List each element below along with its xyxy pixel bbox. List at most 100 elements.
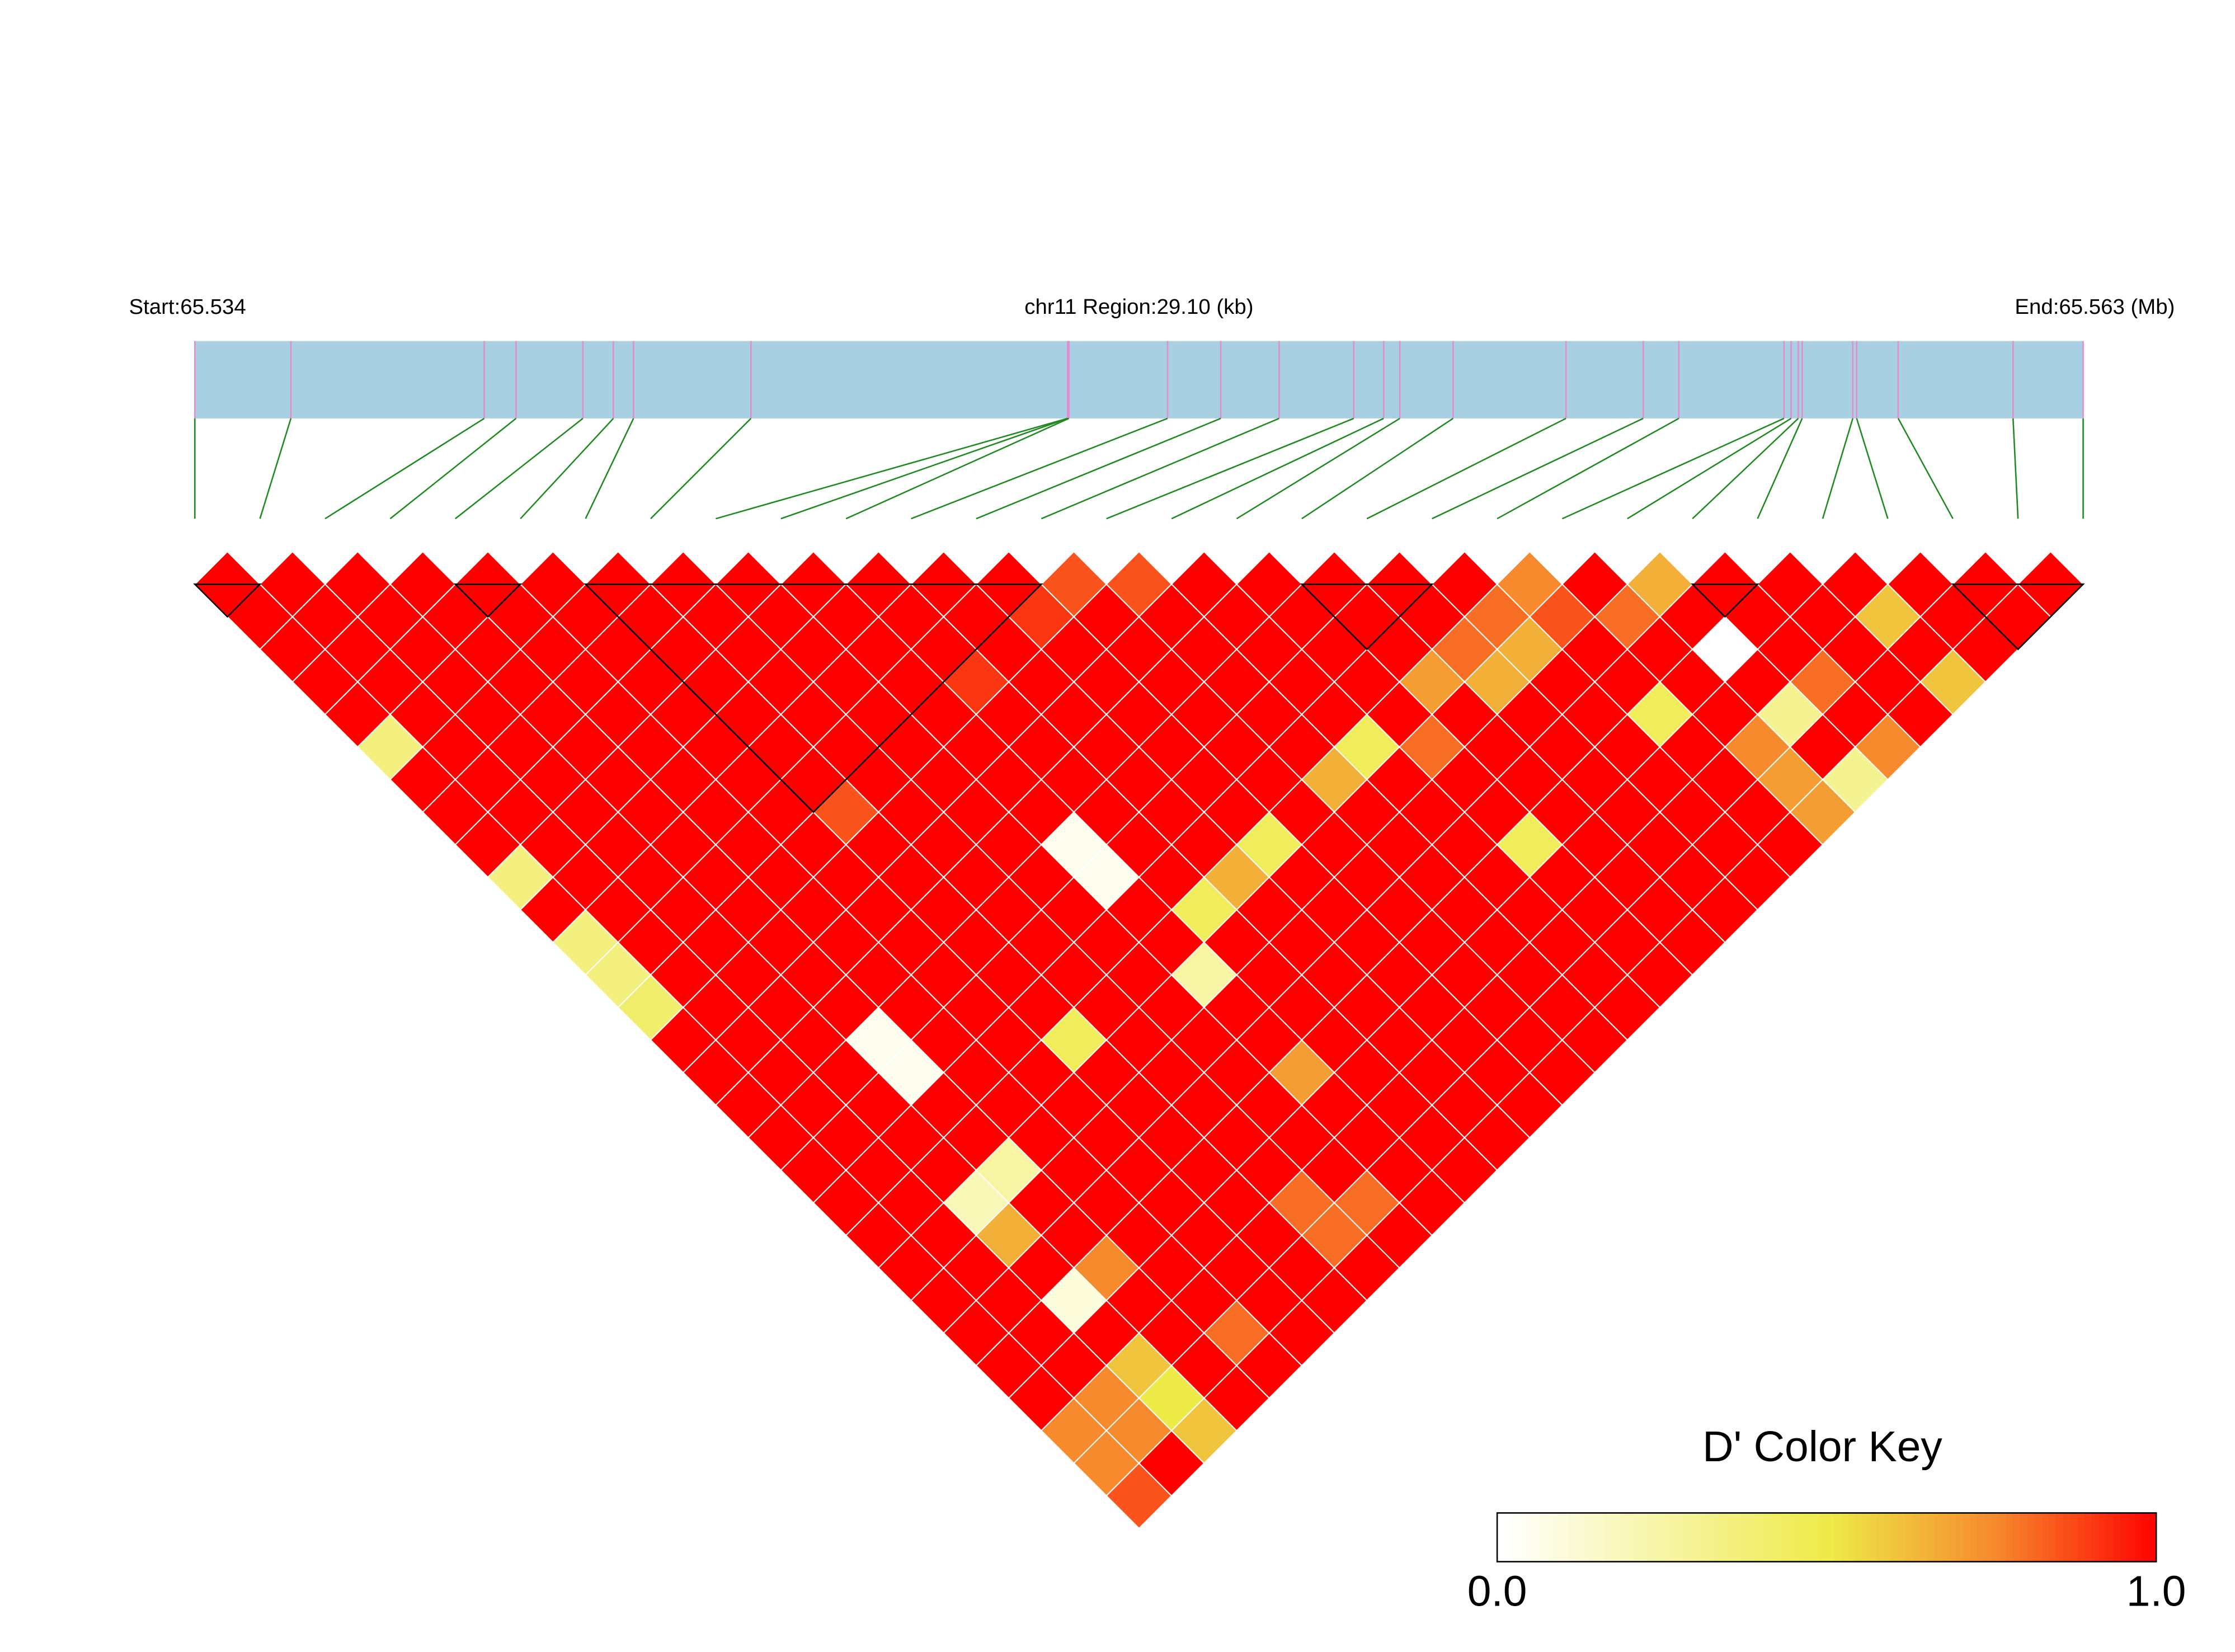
key-swatch (1740, 1513, 1749, 1562)
snp-connector (1106, 417, 1354, 520)
key-swatch (1884, 1513, 1892, 1562)
snp-connector (1627, 417, 1792, 520)
key-swatch (1633, 1513, 1641, 1562)
key-swatch (2120, 1513, 2129, 1562)
key-swatch (1590, 1513, 1598, 1562)
snp-connector (1236, 417, 1400, 520)
snp-connector (1692, 417, 1799, 520)
end-label: End:65.563 (Mb) (2015, 295, 2175, 319)
ld-block (453, 583, 523, 618)
key-swatch (2006, 1513, 2014, 1562)
region-label: chr11 Region:29.10 (kb) (1024, 295, 1253, 319)
key-swatch (1848, 1513, 1856, 1562)
key-swatch (1963, 1513, 1971, 1562)
key-swatch (1827, 1513, 1835, 1562)
key-swatch (2098, 1513, 2107, 1562)
ld-block (193, 583, 262, 618)
snp-connector (1757, 418, 1803, 519)
key-swatch (2070, 1513, 2078, 1562)
key-swatch (1561, 1513, 1570, 1562)
key-swatch (1812, 1513, 1820, 1562)
snp-connector (324, 417, 485, 520)
key-swatch (1927, 1513, 1935, 1562)
key-swatch (1841, 1513, 1849, 1562)
key-swatch (1662, 1513, 1670, 1562)
key-swatch (2142, 1513, 2150, 1562)
key-swatch (2149, 1513, 2157, 1562)
start-label: Start:65.534 (129, 295, 246, 319)
key-swatch (1518, 1513, 1527, 1562)
key-swatch (1769, 1513, 1777, 1562)
key-swatch (1733, 1513, 1742, 1562)
key-swatch (1891, 1513, 1899, 1562)
key-swatch (1554, 1513, 1563, 1562)
snp-connector (845, 417, 1070, 520)
snp-connector (585, 418, 634, 519)
key-swatch (1690, 1513, 1698, 1562)
snp-connector (1822, 418, 1854, 519)
key-swatch (2034, 1513, 2043, 1562)
snp-connector (1301, 417, 1454, 520)
key-swatch (1748, 1513, 1756, 1562)
key-swatch (1533, 1513, 1541, 1562)
key-swatch (1618, 1513, 1627, 1562)
key-swatch (2013, 1513, 2021, 1562)
snp-connector (911, 417, 1168, 520)
key-swatch (2085, 1513, 2093, 1562)
key-swatch (1955, 1513, 1964, 1562)
snp-connector (2012, 418, 2019, 519)
key-swatch (1876, 1513, 1885, 1562)
key-swatch (1991, 1513, 1999, 1562)
key-swatch (1648, 1513, 1656, 1562)
snp-connector (1497, 417, 1679, 520)
key-swatch (1540, 1513, 1549, 1562)
key-swatch (1755, 1513, 1763, 1562)
key-swatch (1934, 1513, 1942, 1562)
key-swatch (1833, 1513, 1842, 1562)
key-swatch (1984, 1513, 1992, 1562)
key-swatch (1526, 1513, 1534, 1562)
key-swatch (2020, 1513, 2028, 1562)
key-tick-label: 1.0 (2126, 1568, 2186, 1616)
key-swatch (1575, 1513, 1584, 1562)
key-swatch (1676, 1513, 1685, 1562)
snp-connector (1561, 417, 1785, 520)
key-swatch (1569, 1513, 1577, 1562)
key-swatch (1998, 1513, 2007, 1562)
key-swatch (1948, 1513, 1956, 1562)
key-swatch (1626, 1513, 1634, 1562)
key-title: D' Color Key (1702, 1423, 1942, 1471)
key-swatch (1862, 1513, 1871, 1562)
key-swatch (1705, 1513, 1713, 1562)
ld-block (1691, 583, 1759, 618)
key-swatch (1762, 1513, 1770, 1562)
snp-connector (1856, 418, 1889, 519)
key-swatch (1683, 1513, 1692, 1562)
key-swatch (1919, 1513, 1928, 1562)
key-swatch (1819, 1513, 1828, 1562)
snp-connector (1366, 417, 1566, 520)
snp-connector (716, 417, 1068, 520)
snp-connector (1432, 417, 1644, 520)
key-swatch (1669, 1513, 1677, 1562)
snp-connector (650, 418, 752, 520)
snp-connector (1897, 418, 1954, 519)
key-swatch (1697, 1513, 1706, 1562)
key-swatch (1654, 1513, 1663, 1562)
key-swatch (1726, 1513, 1734, 1562)
key-swatch (2049, 1513, 2057, 1562)
key-swatch (1719, 1513, 1728, 1562)
key-swatch (1605, 1513, 1613, 1562)
key-swatch (1776, 1513, 1785, 1562)
key-swatch (1583, 1513, 1591, 1562)
key-swatch (2055, 1513, 2064, 1562)
ld-block (584, 583, 1043, 813)
key-swatch (1640, 1513, 1649, 1562)
key-swatch (1970, 1513, 1978, 1562)
key-swatch (1855, 1513, 1864, 1562)
key-swatch (2091, 1513, 2100, 1562)
snp-connector (455, 417, 584, 520)
key-swatch (1941, 1513, 1950, 1562)
key-swatch (1905, 1513, 1914, 1562)
key-swatch (1712, 1513, 1720, 1562)
